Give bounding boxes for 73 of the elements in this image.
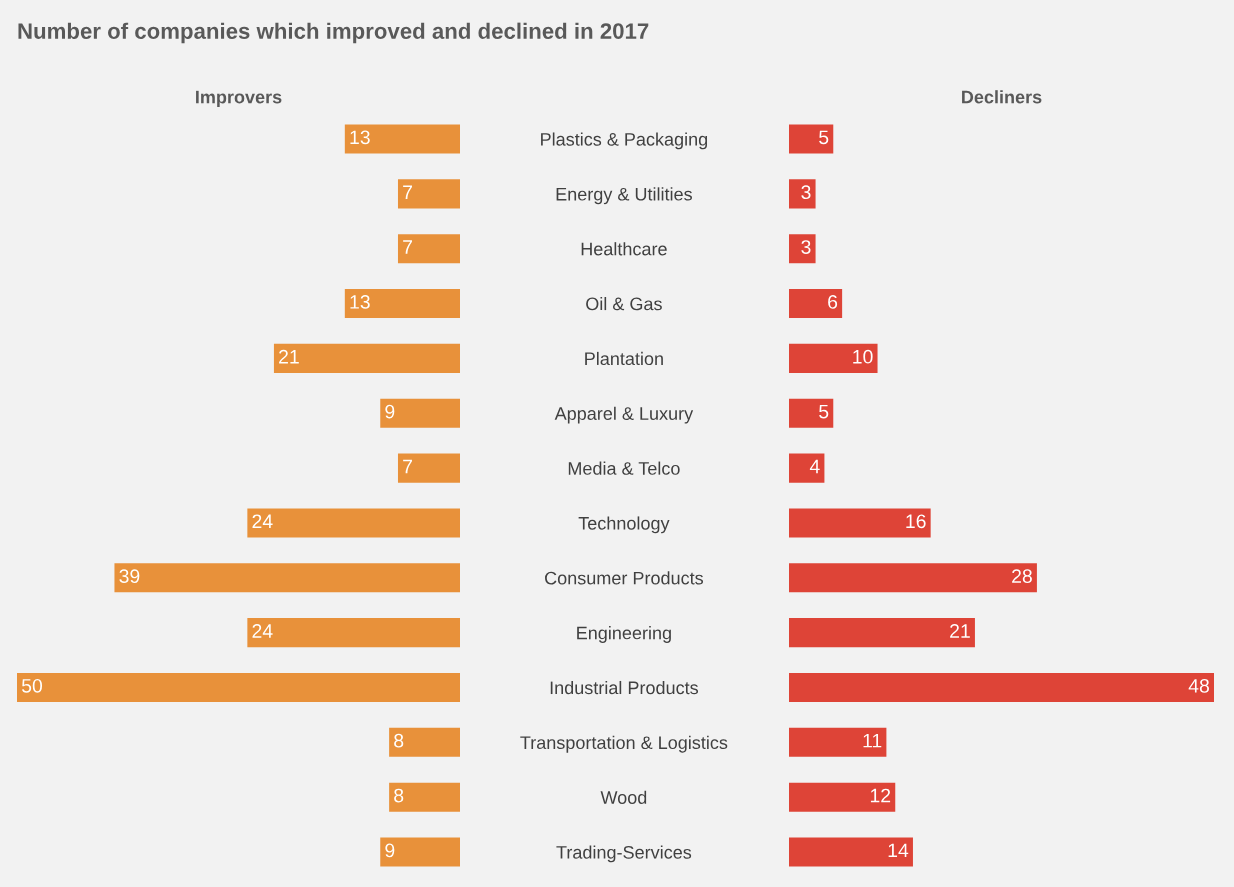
chart-title: Decliners [962,90,1042,104]
bar [789,618,975,648]
bar [17,672,460,703]
data-label: 5 [819,404,829,419]
bar [789,837,913,867]
data-label: 4 [809,459,820,474]
bar [789,124,834,154]
data-label: 3 [801,240,811,254]
y-tick-label: Plastics & Packaging [541,132,708,150]
bar [389,727,460,757]
bar [789,398,834,428]
y-tick-label: Engineering [577,626,671,643]
bar [789,782,896,812]
y-tick-label: Oil & Gas [586,297,662,311]
y-tick-label: Technology [578,516,670,534]
bar [344,124,460,154]
y-tick-label: Transportation & Logistics [520,735,728,753]
bar [789,289,843,319]
data-label: 8 [394,733,404,748]
data-label: 9 [385,404,395,419]
bar [380,398,460,428]
data-label: 13 [350,130,370,145]
data-label: 7 [403,459,412,474]
bar [789,672,1214,703]
data-label: 39 [119,569,140,584]
bar [789,343,878,373]
bar [389,782,460,812]
bar [789,234,816,264]
data-label: 50 [21,678,43,693]
data-label: 21 [950,624,970,638]
bar [397,179,460,209]
y-tick-label: Media & Telco [568,461,680,475]
data-label: 24 [252,514,273,528]
y-tick-label: Apparel & Luxury [554,406,694,424]
y-tick-label: Industrial Products [550,680,699,695]
data-label: 16 [906,514,926,529]
chart-title: Improvers [196,90,282,107]
bar [789,563,1037,593]
data-label: 21 [279,349,299,364]
data-label: 13 [350,295,370,309]
data-label: 3 [801,185,811,200]
y-tick-label: Trading-Services [556,845,692,863]
bar [380,837,460,867]
bar [247,618,460,648]
y-tick-label: Healthcare [581,242,667,256]
data-label: 9 [385,843,395,858]
text: Number of companies which improved and declined in 2017 [18,22,649,44]
bar [397,234,460,264]
y-tick-label: Plantation [585,351,663,366]
bar [344,289,460,319]
data-label: 10 [853,349,873,364]
data-label: 11 [863,733,882,748]
bar [789,508,931,538]
bar [273,343,460,373]
data-label: 7 [403,185,412,199]
bar [397,453,460,483]
data-label: 24 [252,624,273,638]
data-label: 7 [403,240,412,254]
y-tick-label: Consumer Products [545,571,704,585]
bar [789,727,887,757]
data-label: 14 [888,843,909,858]
data-label: 28 [1012,569,1032,584]
data-label: 8 [394,788,404,803]
y-tick-label: Energy & Utilities [556,187,692,205]
data-label: 12 [870,788,891,803]
data-label: 48 [1188,678,1209,693]
bar [114,563,460,593]
bar [789,453,825,483]
data-label: 5 [819,130,829,145]
bar [247,508,460,538]
y-tick-label: Wood [600,790,647,804]
data-label: 6 [828,295,838,309]
bar [789,179,816,209]
